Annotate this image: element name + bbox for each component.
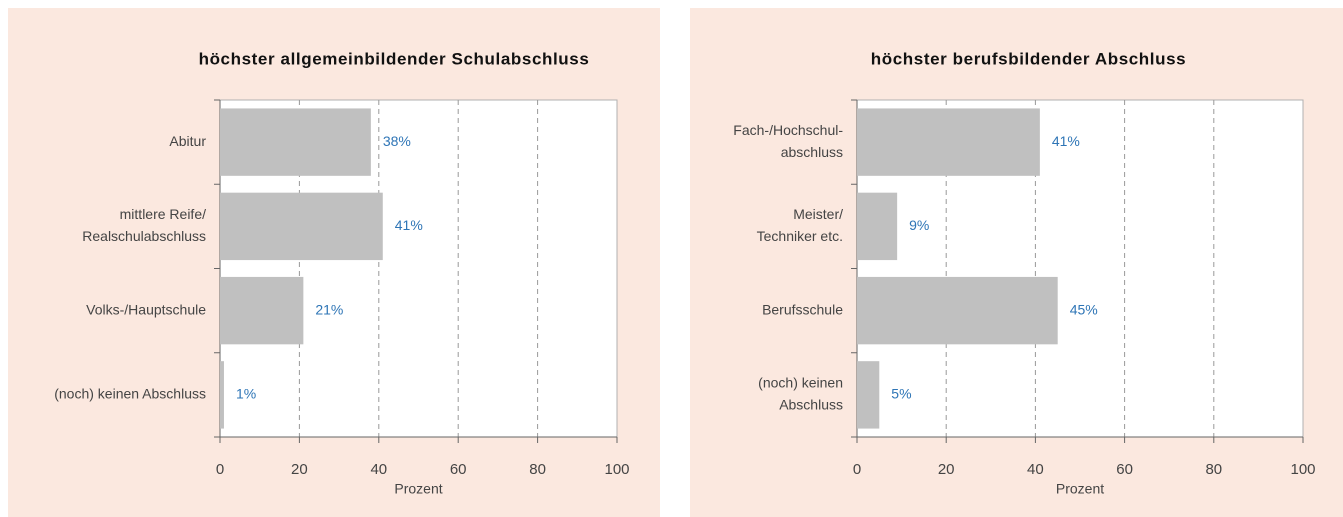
y-tick-label: (noch) keinen Abschluss <box>54 386 206 402</box>
bar <box>220 276 304 345</box>
bar <box>857 108 1040 176</box>
value-label: 41% <box>395 217 423 233</box>
bar <box>857 361 880 429</box>
value-label: 21% <box>315 301 343 317</box>
y-tick-label: Abschluss <box>779 397 843 413</box>
x-tick-label: 60 <box>1116 461 1133 478</box>
y-tick-label: abschluss <box>781 144 843 160</box>
y-tick-label: Abitur <box>169 133 206 149</box>
y-tick-label: Berufsschule <box>762 301 843 317</box>
chart-title: höchster berufsbildender Abschluss <box>871 49 1186 68</box>
y-tick-label: Volks-/Hauptschule <box>86 301 206 317</box>
value-label: 45% <box>1070 301 1098 317</box>
x-tick-label: 0 <box>216 461 224 478</box>
bar <box>220 108 371 176</box>
y-tick-label: Realschulabschluss <box>82 228 206 244</box>
x-tick-label: 60 <box>450 461 467 478</box>
value-label: 38% <box>383 133 411 149</box>
x-tick-label: 20 <box>291 461 308 478</box>
bar <box>220 361 224 429</box>
value-label: 9% <box>909 217 929 233</box>
value-label: 1% <box>236 386 256 402</box>
x-tick-label: 40 <box>1027 461 1044 478</box>
value-label: 5% <box>891 386 911 402</box>
x-tick-label: 0 <box>853 461 861 478</box>
x-tick-label: 80 <box>1205 461 1222 478</box>
y-tick-label: Fach-/Hochschul- <box>733 122 843 138</box>
x-tick-label: 100 <box>604 461 629 478</box>
x-tick-label: 100 <box>1290 461 1315 478</box>
x-tick-label: 20 <box>938 461 955 478</box>
x-tick-label: 80 <box>529 461 546 478</box>
x-tick-label: 40 <box>370 461 387 478</box>
bar <box>857 276 1058 345</box>
y-tick-label: Techniker etc. <box>757 228 843 244</box>
value-label: 41% <box>1052 133 1080 149</box>
y-tick-label: Meister/ <box>793 206 843 222</box>
y-tick-label: (noch) keinen <box>758 375 843 391</box>
x-axis-label: Prozent <box>394 481 442 497</box>
bar <box>857 192 898 261</box>
chart-title: höchster allgemeinbildender Schulabschlu… <box>199 49 590 68</box>
x-axis-label: Prozent <box>1056 481 1104 497</box>
y-tick-label: mittlere Reife/ <box>120 206 206 222</box>
bar <box>220 192 383 261</box>
